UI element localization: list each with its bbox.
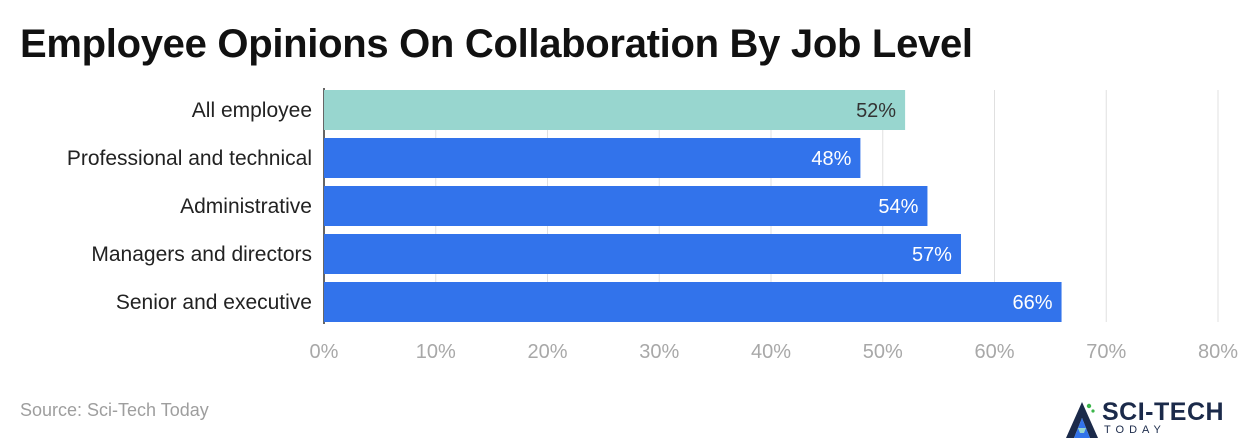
data-label: 66% <box>1013 292 1053 314</box>
data-label: 54% <box>878 196 918 218</box>
source-note: Source: Sci-Tech Today <box>20 400 209 420</box>
x-tick-label: 20% <box>527 341 567 363</box>
logo-subtitle: TODAY <box>1104 424 1166 436</box>
bar <box>324 282 1062 322</box>
data-label: 52% <box>856 100 896 122</box>
category-label: Administrative <box>180 195 312 218</box>
data-label: 48% <box>811 148 851 170</box>
bar <box>324 234 961 274</box>
bar <box>324 186 928 226</box>
x-tick-label: 0% <box>310 341 339 363</box>
x-tick-label: 80% <box>1198 341 1238 363</box>
x-tick-label: 30% <box>639 341 679 363</box>
x-tick-label: 50% <box>863 341 903 363</box>
labels: 0% 10% 20% 30% 40% 50% 60% 70% 80% All employee 52… <box>67 99 1238 363</box>
x-tick-label: 10% <box>416 341 456 363</box>
bars <box>324 90 1062 322</box>
category-label: All employee <box>192 99 312 122</box>
x-tick-label: 60% <box>974 341 1014 363</box>
x-tick-label: 40% <box>751 341 791 363</box>
data-label: 57% <box>912 244 952 266</box>
category-label: Professional and technical <box>67 147 312 170</box>
bar <box>324 138 861 178</box>
chart-title: Employee Opinions On Collaboration By Jo… <box>20 22 973 66</box>
bar-chart: 0% 10% 20% 30% 40% 50% 60% 70% 80% All employee 52… <box>67 88 1238 363</box>
category-label: Managers and directors <box>91 243 312 266</box>
x-tick-label: 70% <box>1086 341 1126 363</box>
flask-a-logo-icon <box>1066 402 1098 438</box>
category-label: Senior and executive <box>116 291 312 314</box>
sci-tech-logo: SCI-TECH TODAY <box>1064 398 1238 442</box>
bar <box>324 90 906 130</box>
logo-wordmark: SCI-TECH <box>1102 398 1225 426</box>
